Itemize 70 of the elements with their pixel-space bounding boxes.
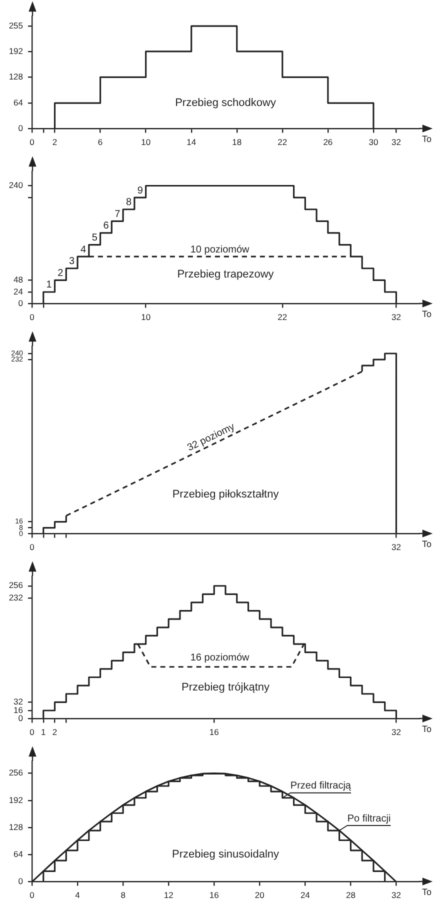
annotation: 10 poziomów [190,244,250,256]
y-tick-label: 48 [14,274,24,285]
x-tick-label: 32 [392,727,402,738]
x-tick-label: 16 [209,890,220,900]
y-tick-label: 24 [14,286,24,296]
y-tick-label: 0 [18,123,24,134]
y-tick-label: 192 [8,46,24,56]
y-tick-label: 240 [8,180,24,190]
x-tick-label: 28 [346,890,356,900]
series-label: Przed filtracją [290,780,352,792]
x-axis-title: To [422,134,432,144]
text: Przebieg piłokształtny [172,488,280,501]
annotation: 4 [80,244,86,256]
y-tick-label: 32 [14,696,24,707]
y-tick-label: 0 [18,876,24,886]
text: Przebieg sinusoidalny [172,848,280,861]
annotation: 2 [58,268,64,279]
x-tick-label: 4 [75,890,80,900]
annotation: 8 [126,197,132,208]
x-tick-label: 22 [278,137,288,148]
x-tick-label: 8 [120,890,126,900]
y-tick-label: 0 [18,298,24,308]
x-tick-label: 0 [30,890,35,900]
x-tick-label: 0 [30,137,35,148]
x-tick-label: 32 [392,890,402,900]
y-tick-label: 255 [8,20,24,30]
x-tick-label: 32 [392,312,402,322]
annotation: 7 [114,208,121,220]
annotation: 1 [46,280,52,291]
y-tick-label: 256 [8,580,24,590]
y-tick-label: 192 [8,794,24,805]
annotation: 6 [103,220,110,232]
x-tick-label: 2 [52,137,58,148]
text: Przebieg trójkątny [181,682,270,694]
x-axis-title: To [422,538,432,549]
x-tick-label: 18 [232,137,242,148]
x-tick-label: 22 [278,312,288,322]
x-tick-label: 2 [52,727,58,738]
x-axis-title: To [422,724,432,734]
y-tick-label: 16 [14,704,24,715]
x-tick-label: 0 [30,727,35,738]
series-label: Po filtracji [347,813,391,824]
annotation: 5 [92,232,98,244]
y-tick-label: 128 [8,822,24,832]
x-axis-title: To [422,886,432,897]
x-tick-label: 1 [41,727,46,738]
y-tick-label: 232 [8,592,24,603]
y-tick-label: 64 [14,849,24,860]
text: Przebieg trapezowy [177,268,274,280]
annotation: 16 poziomów [190,652,250,664]
x-axis-title: To [422,308,432,319]
annotation: 3 [69,256,76,268]
x-tick-label: 0 [30,312,35,322]
x-tick-label: 30 [368,137,378,148]
y-tick-label: 256 [8,768,24,778]
x-tick-label: 26 [323,137,333,148]
y-tick-label: 128 [8,72,24,82]
x-tick-label: 12 [164,890,174,900]
x-tick-label: 16 [209,727,220,738]
x-tick-label: 6 [98,137,103,148]
x-tick-label: 24 [300,890,310,900]
x-tick-label: 20 [254,890,265,900]
text: Przebieg schodkowy [175,97,276,110]
x-tick-label: 14 [186,137,196,148]
x-tick-label: 10 [141,137,151,148]
x-tick-label: 32 [392,137,402,148]
y-tick-label: 0 [18,713,24,724]
x-tick-label: 10 [141,312,151,322]
y-tick-label: 64 [14,97,24,108]
annotation: 9 [137,185,144,196]
